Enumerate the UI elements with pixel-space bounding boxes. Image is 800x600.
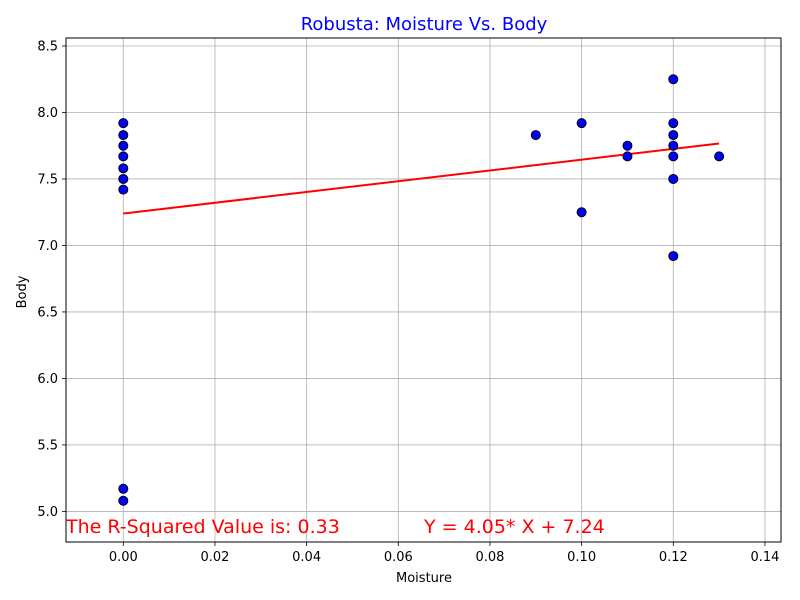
y-tick-label: 8.5 — [37, 39, 58, 54]
data-points — [118, 74, 725, 506]
y-axis-ticks: 5.0 5.5 6.0 6.5 7.0 7.5 8.0 8.5 — [37, 39, 66, 520]
data-point — [118, 118, 129, 129]
data-point — [622, 140, 633, 151]
data-point — [118, 173, 129, 184]
y-tick-label: 7.0 — [37, 239, 58, 254]
data-point — [622, 151, 633, 162]
data-point — [118, 495, 129, 506]
chart-title: Robusta: Moisture Vs. Body — [301, 14, 548, 35]
data-point — [668, 74, 679, 85]
x-tick-label: 0.04 — [292, 550, 321, 565]
y-tick-label: 6.0 — [37, 372, 58, 387]
regression-line — [123, 142, 720, 215]
data-point — [668, 151, 679, 162]
regression-line-group — [123, 142, 720, 215]
x-tick-label: 0.10 — [567, 550, 596, 565]
y-tick-label: 7.5 — [37, 172, 58, 187]
y-tick-label: 8.0 — [37, 106, 58, 121]
x-tick-label: 0.00 — [109, 550, 138, 565]
data-point — [668, 251, 679, 262]
x-tick-label: 0.14 — [750, 550, 779, 565]
data-point — [714, 151, 725, 162]
data-point — [576, 118, 587, 129]
data-point — [118, 483, 129, 494]
data-point — [118, 151, 129, 162]
data-point — [530, 130, 541, 141]
data-point — [668, 140, 679, 151]
x-axis-label: Moisture — [396, 571, 452, 586]
data-point — [118, 130, 129, 141]
data-point — [118, 163, 129, 174]
plot-frame — [65, 37, 782, 543]
x-tick-label: 0.02 — [200, 550, 229, 565]
x-tick-label: 0.08 — [475, 550, 504, 565]
data-point — [668, 130, 679, 141]
x-tick-label: 0.06 — [384, 550, 413, 565]
data-point — [118, 140, 129, 151]
y-tick-label: 5.5 — [37, 438, 58, 453]
data-point — [668, 118, 679, 129]
data-point — [118, 184, 129, 195]
y-tick-label: 6.5 — [37, 305, 58, 320]
data-point — [576, 207, 587, 218]
y-axis-label: Body — [15, 275, 30, 308]
r-squared-annotation: The R-Squared Value is: 0.33 — [65, 516, 340, 538]
equation-annotation: Y = 4.05* X + 7.24 — [423, 516, 605, 538]
data-point — [668, 173, 679, 184]
y-tick-label: 5.0 — [37, 505, 58, 520]
x-axis-ticks: 0.00 0.02 0.04 0.06 0.08 0.10 0.12 0.14 — [109, 542, 779, 565]
x-tick-label: 0.12 — [659, 550, 688, 565]
